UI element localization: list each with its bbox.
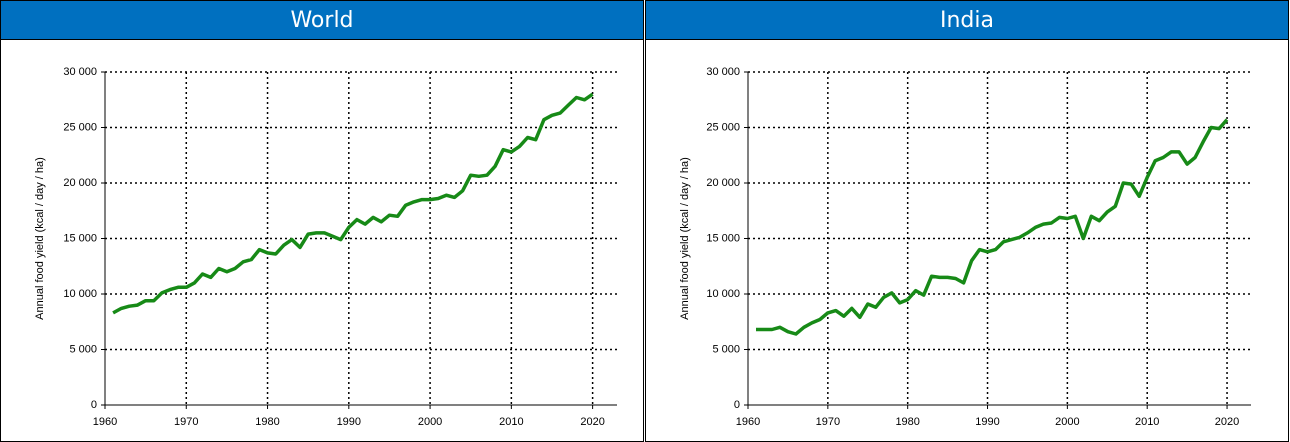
y-tick-label: 20 000 — [706, 177, 740, 189]
y-tick-label: 0 — [734, 399, 740, 411]
x-tick-label: 1990 — [975, 416, 999, 428]
y-tick-label: 30 000 — [63, 66, 97, 78]
y-tick-label: 0 — [91, 399, 97, 411]
x-tick-label: 2000 — [1055, 416, 1079, 428]
y-axis-label: Annual food yield (kcal / day / ha) — [679, 157, 691, 320]
y-tick-label: 15 000 — [63, 232, 97, 244]
x-tick-label: 1960 — [93, 416, 117, 428]
panel-title: World — [290, 8, 353, 33]
y-tick-label: 10 000 — [63, 288, 97, 300]
y-tick-label: 25 000 — [706, 121, 740, 133]
x-tick-label: 2000 — [418, 416, 442, 428]
y-axis-label: Annual food yield (kcal / day / ha) — [34, 157, 46, 320]
y-tick-label: 25 000 — [63, 121, 97, 133]
y-tick-label: 15 000 — [706, 232, 740, 244]
y-tick-label: 5 000 — [69, 343, 97, 355]
x-tick-label: 2020 — [1215, 416, 1239, 428]
data-line — [112, 92, 594, 315]
y-tick-label: 10 000 — [706, 288, 740, 300]
panel-border — [645, 0, 1289, 442]
x-tick-label: 1980 — [895, 416, 919, 428]
y-tick-label: 30 000 — [706, 66, 740, 78]
panel-header — [645, 0, 1289, 40]
data-line — [756, 118, 1229, 336]
x-tick-label: 2020 — [580, 416, 604, 428]
x-tick-label: 1980 — [255, 416, 279, 428]
y-tick-label: 20 000 — [63, 177, 97, 189]
x-tick-label: 1970 — [174, 416, 198, 428]
x-tick-label: 2010 — [1135, 416, 1159, 428]
x-tick-label: 1970 — [816, 416, 840, 428]
x-tick-label: 1960 — [736, 416, 760, 428]
panel-title: India — [940, 8, 994, 33]
x-tick-label: 1990 — [337, 416, 361, 428]
y-tick-label: 5 000 — [712, 343, 740, 355]
panel-header — [0, 0, 644, 40]
x-tick-label: 2010 — [499, 416, 523, 428]
